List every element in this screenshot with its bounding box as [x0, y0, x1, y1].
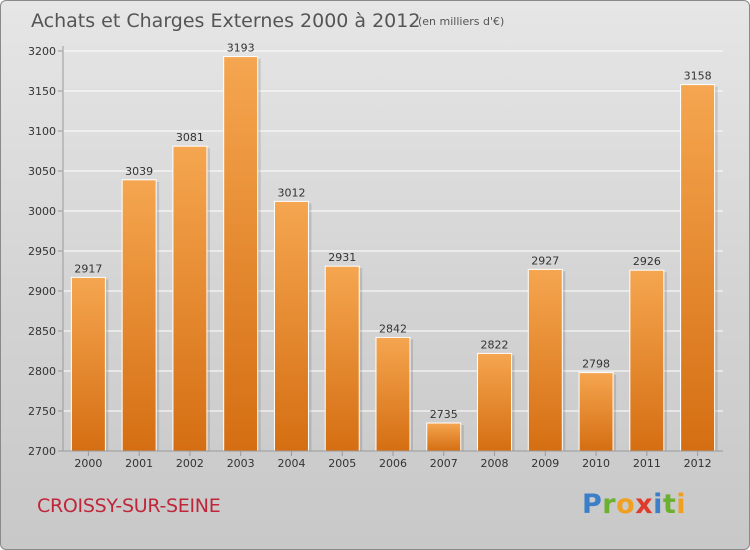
chart-title: Achats et Charges Externes 2000 à 2012: [31, 10, 420, 32]
x-tick-label: 2012: [684, 457, 712, 470]
bar-2007: [426, 422, 462, 452]
data-label-2007: 2735: [430, 408, 458, 421]
location-name: CROISSY-SUR-SEINE: [37, 495, 221, 517]
logo-letter: o: [616, 489, 636, 520]
y-tick-label: 2700: [28, 445, 56, 458]
x-tick-label: 2003: [227, 457, 255, 470]
x-tick-label: 2002: [176, 457, 204, 470]
x-axis-ticks: 2000 2001 2002 2003 2004 2005 2006 2007 2008 2009…: [74, 451, 712, 470]
x-tick-label: 2004: [277, 457, 305, 470]
bar-2004: [273, 200, 309, 452]
x-tick-label: 2010: [582, 457, 610, 470]
bar-2005: [324, 265, 360, 452]
bar-2010: [578, 372, 614, 452]
x-tick-label: 2007: [430, 457, 458, 470]
x-tick-label: 2011: [633, 457, 661, 470]
y-tick-label: 3100: [28, 125, 56, 138]
bar-2006: [375, 336, 411, 452]
data-label-2002: 3081: [176, 131, 204, 144]
data-label-2012: 3158: [684, 70, 712, 83]
y-tick-label: 3150: [28, 85, 56, 98]
logo-letter: i: [676, 489, 687, 520]
x-tick-label: 2000: [74, 457, 102, 470]
data-label-2011: 2926: [633, 255, 661, 268]
y-tick-label: 2900: [28, 285, 56, 298]
proxiti-logo: Proxiti: [582, 489, 686, 520]
y-tick-label: 2750: [28, 405, 56, 418]
x-tick-label: 2006: [379, 457, 407, 470]
y-tick-label: 3200: [28, 45, 56, 58]
logo-letter: r: [602, 489, 617, 520]
data-label-2005: 2931: [328, 251, 356, 264]
bar-2008: [477, 352, 513, 452]
data-label-2000: 2917: [74, 262, 102, 275]
bar-2011: [629, 269, 665, 452]
data-label-2004: 3012: [277, 186, 305, 199]
logo-letter: t: [662, 489, 677, 520]
bar-2000: [70, 276, 106, 452]
bar-2012: [680, 84, 716, 452]
data-label-2006: 2842: [379, 322, 407, 335]
y-tick-label: 3000: [28, 205, 56, 218]
y-tick-label: 2800: [28, 365, 56, 378]
y-tick-label: 2850: [28, 325, 56, 338]
logo-letter: x: [635, 489, 654, 520]
x-tick-label: 2005: [328, 457, 356, 470]
data-label-2008: 2822: [481, 338, 509, 351]
y-tick-label: 2950: [28, 245, 56, 258]
bar-2002: [172, 145, 208, 452]
logo-letter: P: [582, 489, 603, 520]
data-label-2009: 2927: [531, 254, 559, 267]
data-label-2010: 2798: [582, 358, 610, 371]
x-tick-label: 2008: [481, 457, 509, 470]
y-tick-label: 3050: [28, 165, 56, 178]
bar-2001: [121, 179, 157, 452]
logo-letter: i: [653, 489, 663, 520]
x-tick-label: 2009: [531, 457, 559, 470]
x-tick-label: 2001: [125, 457, 153, 470]
bar-2009: [527, 268, 563, 452]
data-label-2003: 3193: [227, 42, 255, 55]
data-label-2001: 3039: [125, 165, 153, 178]
chart-unit: (en milliers d'€): [418, 15, 504, 28]
bars: 2917 3039 3081 3193 3012 2931 2842 2735 2822 2927…: [70, 42, 718, 452]
bar-2003: [223, 56, 259, 452]
y-axis-ticks: 2700 2750 2800 2850 2900 2950 3000 3050 3100 3150…: [28, 45, 63, 458]
